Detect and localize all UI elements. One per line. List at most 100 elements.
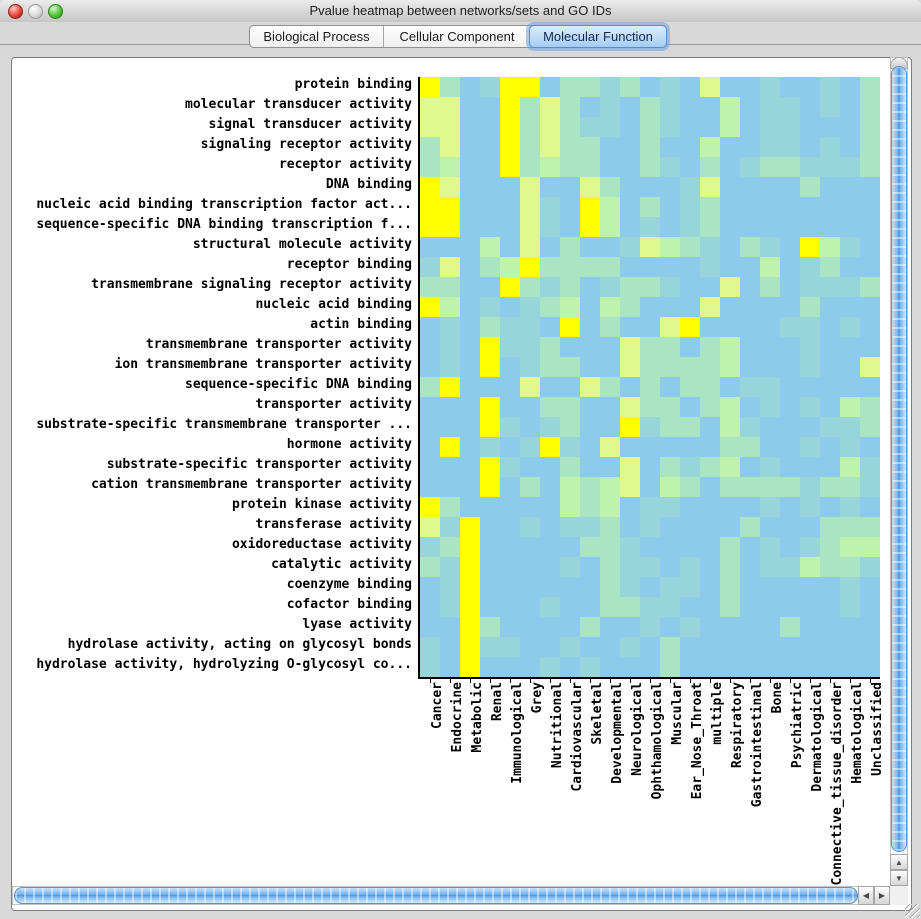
- heatmap-cell: [860, 597, 880, 617]
- heatmap-cell: [680, 417, 700, 437]
- heatmap-cell: [740, 417, 760, 437]
- heatmap-cell: [460, 97, 480, 117]
- heatmap-cell: [820, 157, 840, 177]
- scroll-right-button[interactable]: ▶: [874, 886, 890, 905]
- resize-grip-icon[interactable]: [905, 904, 920, 918]
- window-titlebar[interactable]: Pvalue heatmap between networks/sets and…: [0, 0, 921, 23]
- heatmap-cell: [580, 217, 600, 237]
- heatmap-cell: [640, 157, 660, 177]
- scrollbar-corner: [890, 886, 908, 905]
- zoom-icon[interactable]: [48, 4, 63, 19]
- row-label: hydrolase activity, hydrolyzing O-glycos…: [36, 657, 412, 672]
- heatmap-cell: [540, 597, 560, 617]
- heatmap-cell: [740, 497, 760, 517]
- heatmap-cell: [800, 397, 820, 417]
- heatmap-cell: [640, 237, 660, 257]
- heatmap-cell: [580, 517, 600, 537]
- heatmap-cell: [480, 637, 500, 657]
- heatmap-cell: [620, 77, 640, 97]
- heatmap-cell: [560, 317, 580, 337]
- heatmap-cell: [800, 137, 820, 157]
- x-axis-tick: [570, 679, 571, 683]
- scroll-up-button[interactable]: ▲: [890, 854, 908, 870]
- heatmap-cell: [760, 557, 780, 577]
- window-title: Pvalue heatmap between networks/sets and…: [309, 3, 612, 18]
- heatmap-cell: [800, 657, 820, 677]
- heatmap-cell: [600, 237, 620, 257]
- vertical-scrollbar-thumb[interactable]: [891, 66, 907, 852]
- heatmap-cell: [780, 197, 800, 217]
- heatmap-cell: [860, 357, 880, 377]
- heatmap-cell: [540, 497, 560, 517]
- heatmap-cell: [760, 397, 780, 417]
- heatmap-cell: [680, 337, 700, 357]
- heatmap-cell: [700, 557, 720, 577]
- heatmap-cell: [580, 477, 600, 497]
- x-axis-tick: [630, 679, 631, 683]
- heatmap-cell: [460, 477, 480, 497]
- column-label: multiple: [710, 682, 725, 745]
- heatmap-cell: [780, 277, 800, 297]
- heatmap-cell: [540, 197, 560, 217]
- heatmap-cell: [640, 437, 660, 457]
- heatmap-cell: [860, 197, 880, 217]
- heatmap-cell: [660, 257, 680, 277]
- heatmap-cell: [820, 277, 840, 297]
- heatmap-cell: [460, 437, 480, 457]
- scroll-down-button[interactable]: ▼: [890, 870, 908, 886]
- heatmap-cell: [620, 377, 640, 397]
- heatmap-cell: [580, 657, 600, 677]
- heatmap-cell: [720, 117, 740, 137]
- tab-molecular-function[interactable]: Molecular Function: [529, 25, 667, 48]
- heatmap-cell: [740, 477, 760, 497]
- heatmap-cell: [600, 197, 620, 217]
- horizontal-scrollbar-thumb[interactable]: [14, 887, 858, 904]
- tab-cellular-component[interactable]: Cellular Component: [383, 26, 530, 47]
- heatmap-cell: [440, 477, 460, 497]
- heatmap-cell: [500, 637, 520, 657]
- heatmap-cell: [740, 437, 760, 457]
- heatmap-cell: [780, 657, 800, 677]
- heatmap-cell: [780, 217, 800, 237]
- heatmap-cell: [820, 657, 840, 677]
- heatmap-cell: [740, 657, 760, 677]
- heatmap-cell: [540, 377, 560, 397]
- heatmap-cell: [660, 377, 680, 397]
- heatmap-cell: [820, 637, 840, 657]
- heatmap-cell: [440, 577, 460, 597]
- heatmap-cell: [420, 117, 440, 137]
- heatmap-cell: [520, 397, 540, 417]
- heatmap-cell: [440, 557, 460, 577]
- heatmap-cell: [680, 177, 700, 197]
- heatmap-cell: [420, 157, 440, 177]
- heatmap-cell: [520, 157, 540, 177]
- heatmap-cell: [860, 617, 880, 637]
- x-axis-tick: [470, 679, 471, 683]
- heatmap-cell: [520, 537, 540, 557]
- heatmap-cell: [480, 97, 500, 117]
- scroll-left-button[interactable]: ◀: [858, 886, 874, 905]
- heatmap-cell: [580, 297, 600, 317]
- heatmap-cell: [520, 277, 540, 297]
- close-icon[interactable]: [8, 4, 23, 19]
- heatmap-cell: [680, 217, 700, 237]
- heatmap-cell: [740, 517, 760, 537]
- heatmap-cell: [860, 577, 880, 597]
- heatmap-grid[interactable]: [420, 77, 880, 677]
- heatmap-cell: [480, 197, 500, 217]
- heatmap-cell: [740, 277, 760, 297]
- heatmap-cell: [820, 357, 840, 377]
- heatmap-cell: [500, 597, 520, 617]
- heatmap-cell: [740, 257, 760, 277]
- heatmap-cell: [800, 297, 820, 317]
- tab-biological-process[interactable]: Biological Process: [263, 29, 370, 44]
- heatmap-cell: [640, 517, 660, 537]
- heatmap-cell: [680, 457, 700, 477]
- row-label: DNA binding: [325, 177, 412, 192]
- heatmap-cell: [540, 477, 560, 497]
- heatmap-cell: [500, 297, 520, 317]
- heatmap-cell: [480, 437, 500, 457]
- row-label: transmembrane transporter activity: [145, 337, 412, 352]
- heatmap-cell: [720, 577, 740, 597]
- heatmap-cell: [840, 557, 860, 577]
